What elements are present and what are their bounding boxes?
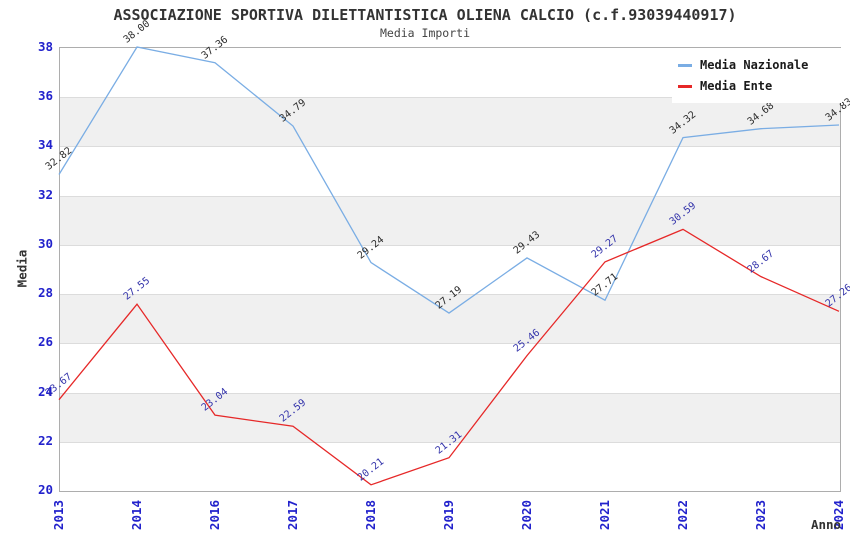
gridline (60, 392, 840, 394)
y-tick-label: 28 (37, 285, 53, 301)
gridline (60, 343, 840, 345)
plot-band (60, 97, 840, 147)
x-tick-label: 2021 (597, 499, 612, 531)
x-tick-label: 2020 (519, 499, 534, 531)
y-tick-label: 38 (37, 39, 53, 54)
y-tick-label: 20 (37, 482, 53, 497)
x-tick-label: 2019 (441, 499, 456, 531)
x-tick-label: 2016 (207, 499, 222, 531)
legend-item-media-ente: Media Ente (678, 79, 842, 93)
y-axis-title: Media (14, 249, 30, 288)
legend-item-media-nazionale: Media Nazionale (678, 58, 842, 72)
y-tick-label: 22 (37, 432, 53, 448)
x-tick-label: 2013 (51, 499, 66, 531)
gridline (60, 244, 840, 246)
x-tick-label: 2023 (753, 499, 768, 531)
x-axis-title: Anno (810, 517, 842, 532)
y-tick-label: 26 (37, 334, 53, 350)
legend-label: Media Ente (700, 79, 773, 93)
plot-band (60, 195, 840, 245)
chart-title: ASSOCIAZIONE SPORTIVA DILETTANTISTICA OL… (113, 6, 737, 24)
legend-label: Media Nazionale (700, 58, 809, 72)
y-tick-label: 24 (37, 383, 53, 399)
gridline (60, 195, 840, 197)
x-tick-label: 2017 (285, 499, 300, 531)
plot-band (60, 146, 840, 196)
media-ente-line-marker-icon (678, 84, 692, 88)
legend: Media Nazionale Media Ente (672, 48, 842, 103)
x-tick-label: 2022 (675, 499, 690, 531)
gridline (60, 146, 840, 148)
media-nazionale-line-marker-icon (678, 63, 692, 67)
plot-area (59, 47, 841, 492)
x-tick-label: 2014 (129, 499, 144, 531)
x-tick-label: 2018 (363, 499, 378, 531)
y-tick-label: 30 (37, 235, 53, 251)
chart-subtitle: Media Importi (379, 26, 470, 40)
y-tick-label: 34 (37, 137, 53, 153)
y-tick-label: 36 (37, 88, 53, 104)
plot-band (60, 244, 840, 295)
plot-band (60, 343, 840, 393)
y-tick-label: 32 (37, 186, 53, 202)
